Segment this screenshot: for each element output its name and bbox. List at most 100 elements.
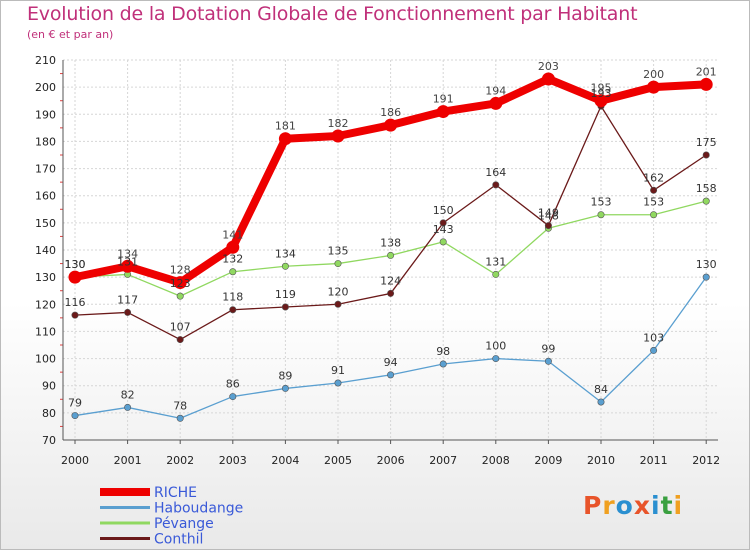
data-label-conthil: 164 bbox=[485, 166, 506, 179]
data-label-pvange: 132 bbox=[222, 253, 243, 266]
data-point-haboudange bbox=[439, 360, 447, 368]
data-point-riche bbox=[594, 94, 608, 108]
data-label-pvange: 134 bbox=[275, 247, 296, 260]
x-tick-label: 2011 bbox=[640, 454, 668, 467]
x-tick-label: 2004 bbox=[271, 454, 299, 467]
data-label-riche: 130 bbox=[65, 258, 86, 271]
data-point-haboudange bbox=[597, 398, 605, 406]
data-label-pvange: 138 bbox=[380, 236, 401, 249]
axes bbox=[60, 60, 718, 444]
x-tick-label: 2008 bbox=[482, 454, 510, 467]
y-tick-label: 70 bbox=[42, 434, 56, 447]
data-label-haboudange: 91 bbox=[331, 364, 345, 377]
data-point-haboudange bbox=[281, 384, 289, 392]
x-tick-label: 2007 bbox=[429, 454, 457, 467]
data-label-riche: 201 bbox=[696, 65, 717, 78]
data-point-pvange bbox=[650, 211, 658, 219]
logo-letter: o bbox=[615, 491, 634, 520]
data-label-conthil: 175 bbox=[696, 136, 717, 149]
data-label-riche: 195 bbox=[591, 82, 612, 95]
data-label-haboudange: 79 bbox=[68, 397, 82, 410]
data-label-haboudange: 82 bbox=[121, 388, 135, 401]
data-point-riche bbox=[121, 259, 135, 273]
logo-letter: t bbox=[660, 491, 674, 520]
x-tick-label: 2000 bbox=[61, 454, 89, 467]
data-label-conthil: 150 bbox=[433, 204, 454, 217]
data-point-conthil bbox=[492, 181, 500, 189]
logo-letter: i bbox=[673, 491, 684, 520]
data-point-haboudange bbox=[544, 357, 552, 365]
data-point-conthil bbox=[439, 219, 447, 227]
data-point-haboudange bbox=[334, 379, 342, 387]
data-point-pvange bbox=[702, 197, 710, 205]
data-label-conthil: 118 bbox=[222, 291, 243, 304]
data-label-haboudange: 98 bbox=[436, 345, 450, 358]
y-tick-label: 80 bbox=[42, 407, 56, 420]
x-tick-label: 2002 bbox=[166, 454, 194, 467]
y-tick-label: 150 bbox=[35, 217, 56, 230]
data-label-riche: 128 bbox=[170, 264, 191, 277]
y-tick-label: 110 bbox=[35, 325, 56, 338]
data-label-conthil: 149 bbox=[538, 207, 559, 220]
data-point-riche bbox=[436, 105, 450, 119]
chart-subtitle: (en € et par an) bbox=[27, 28, 114, 41]
data-point-conthil bbox=[387, 289, 395, 297]
data-point-haboudange bbox=[71, 412, 79, 420]
y-tick-label: 120 bbox=[35, 298, 56, 311]
data-point-riche bbox=[331, 129, 345, 143]
data-label-riche: 191 bbox=[433, 93, 454, 106]
y-tick-label: 180 bbox=[35, 135, 56, 148]
data-point-riche bbox=[226, 240, 240, 254]
x-axis-ticks: 2000 2001 2002 2003 2004 2005 2006 2007 2008 2009… bbox=[61, 454, 720, 467]
data-point-haboudange bbox=[492, 355, 500, 363]
data-point-conthil bbox=[229, 306, 237, 314]
data-label-conthil: 107 bbox=[170, 321, 191, 334]
data-point-pvange bbox=[334, 260, 342, 268]
data-point-pvange bbox=[492, 270, 500, 278]
data-point-riche bbox=[699, 77, 713, 91]
y-tick-label: 210 bbox=[35, 54, 56, 67]
data-label-pvange: 148 bbox=[538, 209, 559, 222]
data-label-riche: 134 bbox=[117, 247, 138, 260]
y-tick-label: 130 bbox=[35, 271, 56, 284]
logo-letter: P bbox=[583, 491, 603, 520]
x-tick-label: 2001 bbox=[114, 454, 142, 467]
data-label-pvange: 153 bbox=[591, 196, 612, 209]
data-point-haboudange bbox=[650, 346, 658, 354]
data-label-haboudange: 99 bbox=[541, 342, 555, 355]
data-label-pvange: 143 bbox=[433, 223, 454, 236]
data-labels: 130 134 128 141 181 182 186 191 194 203 195 200 201 7… bbox=[65, 60, 717, 412]
data-point-haboudange bbox=[387, 371, 395, 379]
data-point-haboudange bbox=[124, 403, 132, 411]
x-tick-label: 2009 bbox=[534, 454, 562, 467]
data-label-pvange: 131 bbox=[117, 255, 138, 268]
data-label-pvange: 130 bbox=[65, 258, 86, 271]
series-lines bbox=[68, 72, 713, 422]
data-point-pvange bbox=[281, 262, 289, 270]
data-point-pvange bbox=[176, 292, 184, 300]
data-label-haboudange: 103 bbox=[643, 331, 664, 344]
data-point-riche bbox=[541, 72, 555, 86]
data-label-pvange: 153 bbox=[643, 196, 664, 209]
data-label-conthil: 162 bbox=[643, 171, 664, 184]
data-label-conthil: 120 bbox=[328, 285, 349, 298]
data-point-conthil bbox=[650, 186, 658, 194]
data-point-haboudange bbox=[702, 273, 710, 281]
data-point-riche bbox=[173, 276, 187, 290]
y-axis-ticks: 70 80 90 100 110 120 130 140 150 160 170 180 190 200 2… bbox=[35, 54, 56, 447]
data-label-pvange: 158 bbox=[696, 182, 717, 195]
data-label-riche: 181 bbox=[275, 120, 296, 133]
data-point-riche bbox=[384, 118, 398, 132]
y-tick-label: 90 bbox=[42, 380, 56, 393]
grid-lines bbox=[63, 59, 718, 441]
data-label-haboudange: 130 bbox=[696, 258, 717, 271]
data-point-pvange bbox=[597, 211, 605, 219]
data-point-riche bbox=[647, 80, 661, 94]
y-tick-label: 100 bbox=[35, 353, 56, 366]
logo-letter: i bbox=[651, 491, 661, 520]
y-tick-label: 170 bbox=[35, 163, 56, 176]
chart-title: Evolution de la Dotation Globale de Fonc… bbox=[27, 3, 638, 25]
y-tick-label: 190 bbox=[35, 108, 56, 121]
y-tick-label: 200 bbox=[35, 81, 56, 94]
y-tick-label: 140 bbox=[35, 244, 56, 257]
